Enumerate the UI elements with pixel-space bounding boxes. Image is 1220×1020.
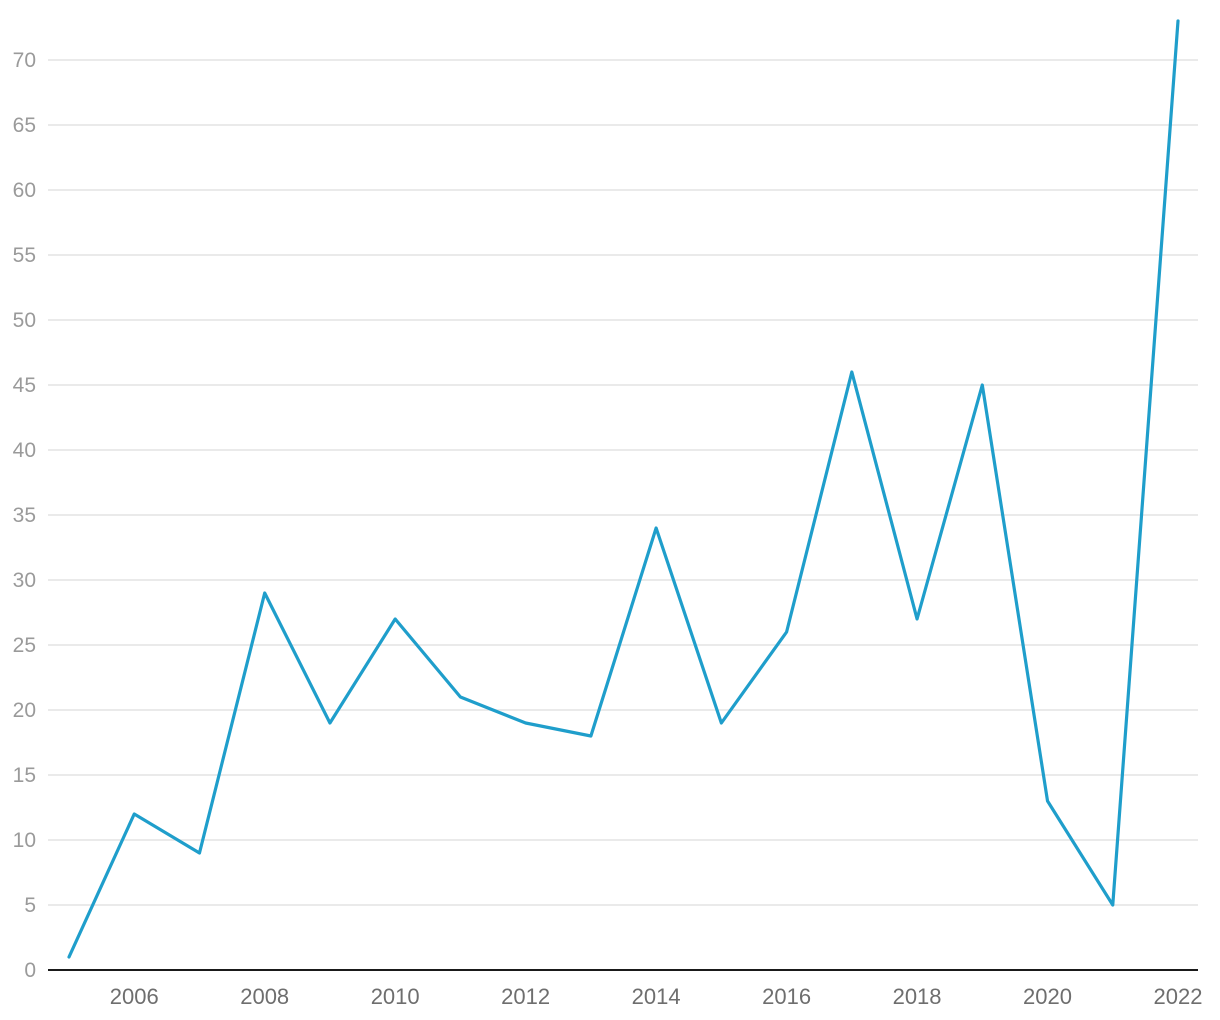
- data-point-2022: [1176, 19, 1180, 23]
- data-point-2008: [263, 591, 267, 595]
- data-point-2005: [67, 955, 71, 959]
- data-point-2006: [132, 812, 136, 816]
- x-tick-label-2018: 2018: [893, 984, 942, 1009]
- y-tick-label-60: 60: [13, 179, 36, 202]
- y-tick-label-50: 50: [13, 309, 36, 332]
- data-point-2015: [719, 721, 723, 725]
- data-point-2012: [524, 721, 528, 725]
- gridlines: [48, 59, 1198, 906]
- x-tick-label-2020: 2020: [1023, 984, 1072, 1009]
- data-point-2020: [1046, 799, 1050, 803]
- y-tick-label-5: 5: [24, 894, 36, 917]
- y-tick-label-25: 25: [13, 634, 36, 657]
- data-point-2009: [328, 721, 332, 725]
- x-tick-label-2016: 2016: [762, 984, 811, 1009]
- y-tick-label-30: 30: [13, 569, 36, 592]
- y-tick-label-70: 70: [13, 49, 36, 72]
- data-point-2007: [197, 851, 201, 855]
- x-tick-label-2006: 2006: [110, 984, 159, 1009]
- data-point-2021: [1111, 903, 1115, 907]
- data-point-2010: [393, 617, 397, 621]
- y-tick-label-65: 65: [13, 114, 36, 137]
- y-tick-label-55: 55: [13, 244, 36, 267]
- y-tick-label-35: 35: [13, 504, 36, 527]
- x-tick-label-2012: 2012: [501, 984, 550, 1009]
- data-point-2011: [458, 695, 462, 699]
- data-point-2019: [980, 383, 984, 387]
- x-tick-label-2008: 2008: [240, 984, 289, 1009]
- x-axis-tick-labels: 2006 2008 2010 2012 2014 2016 2018 2020 2022: [110, 984, 1203, 1009]
- y-axis-tick-labels: 0 5 10 15 20 25 30 35 40 45 50 55 60 65 70: [13, 49, 36, 982]
- y-tick-label-20: 20: [13, 699, 36, 722]
- y-tick-label-40: 40: [13, 439, 36, 462]
- y-tick-label-45: 45: [13, 374, 36, 397]
- y-tick-label-10: 10: [13, 829, 36, 852]
- y-tick-label-15: 15: [13, 764, 36, 787]
- data-point-2014: [654, 526, 658, 530]
- data-point-2016: [785, 630, 789, 634]
- x-tick-label-2014: 2014: [632, 984, 681, 1009]
- data-point-2013: [589, 734, 593, 738]
- series-layer: [67, 19, 1180, 959]
- y-tick-label-0: 0: [24, 959, 36, 982]
- data-point-2017: [850, 370, 854, 374]
- x-tick-label-2022: 2022: [1154, 984, 1203, 1009]
- series-line-0: [67, 19, 1180, 959]
- x-tick-label-2010: 2010: [371, 984, 420, 1009]
- data-point-2018: [915, 617, 919, 621]
